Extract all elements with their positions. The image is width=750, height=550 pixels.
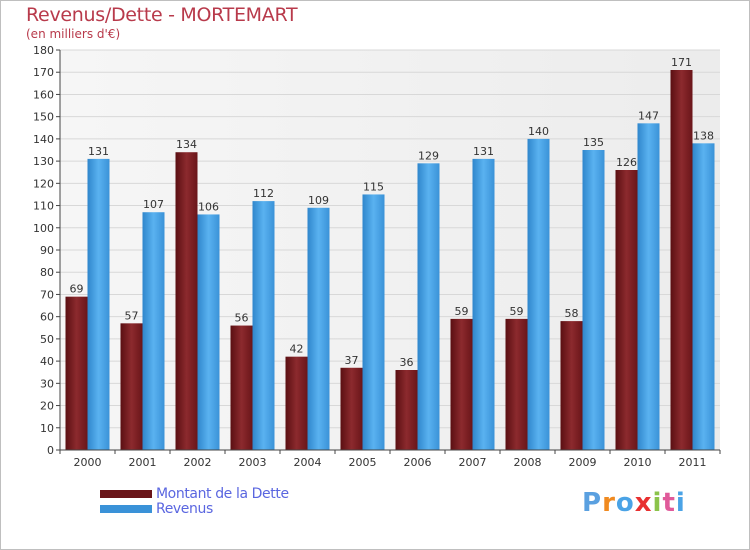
- bar-revenus: [307, 207, 330, 450]
- legend-label-revenus: Revenus: [156, 500, 213, 517]
- data-label-dette: 37: [345, 354, 359, 367]
- x-tick-label: 2006: [404, 456, 432, 469]
- bar-revenus: [252, 201, 275, 450]
- y-tick-label: 140: [33, 133, 54, 146]
- legend-item-dette: Montant de la Dette: [100, 485, 289, 502]
- data-label-revenus: 131: [88, 145, 109, 158]
- y-tick-label: 40: [40, 355, 54, 368]
- bar-dette: [120, 323, 143, 450]
- data-label-dette: 59: [455, 305, 469, 318]
- bar-dette: [395, 370, 418, 450]
- data-label-revenus: 135: [583, 136, 604, 149]
- bar-revenus: [362, 194, 385, 450]
- legend-swatch-dette: [100, 489, 152, 498]
- data-label-revenus: 140: [528, 125, 549, 138]
- bar-revenus: [582, 150, 605, 450]
- data-label-revenus: 109: [308, 194, 329, 207]
- data-label-revenus: 129: [418, 149, 439, 162]
- data-label-dette: 126: [616, 156, 637, 169]
- x-tick-label: 2000: [74, 456, 102, 469]
- logo-letter: i: [652, 488, 663, 518]
- bar-dette: [175, 152, 198, 450]
- logo-letter: o: [615, 488, 635, 518]
- y-tick-label: 90: [40, 244, 54, 257]
- y-tick-label: 0: [47, 444, 54, 457]
- x-tick-label: 2010: [624, 456, 652, 469]
- y-tick-label: 160: [33, 88, 54, 101]
- y-tick-label: 70: [40, 288, 54, 301]
- bar-dette: [670, 70, 693, 450]
- data-label-dette: 42: [290, 343, 304, 356]
- logo-letter: i: [675, 488, 686, 518]
- legend-item-revenus: Revenus: [100, 500, 289, 517]
- y-tick-label: 180: [33, 44, 54, 57]
- bar-revenus: [692, 143, 715, 451]
- bar-dette: [65, 296, 88, 450]
- y-tick-label: 100: [33, 222, 54, 235]
- data-label-dette: 36: [400, 356, 414, 369]
- x-tick-label: 2007: [459, 456, 487, 469]
- y-tick-label: 10: [40, 422, 54, 435]
- bar-dette: [340, 367, 363, 450]
- x-tick-label: 2003: [239, 456, 267, 469]
- y-tick-label: 20: [40, 400, 54, 413]
- proxiti-logo: Proxiti: [582, 488, 686, 518]
- bar-revenus: [87, 158, 110, 450]
- data-label-dette: 171: [671, 56, 692, 69]
- data-label-dette: 59: [510, 305, 524, 318]
- bar-dette: [285, 356, 308, 450]
- data-label-dette: 134: [176, 138, 197, 151]
- bar-dette: [450, 318, 473, 450]
- data-label-dette: 69: [70, 283, 84, 296]
- data-label-revenus: 138: [693, 129, 714, 142]
- bar-revenus: [417, 163, 440, 451]
- bar-dette: [230, 325, 253, 450]
- x-tick-label: 2002: [184, 456, 212, 469]
- y-tick-label: 30: [40, 377, 54, 390]
- x-tick-label: 2008: [514, 456, 542, 469]
- data-label-dette: 56: [235, 312, 249, 325]
- data-label-revenus: 106: [198, 200, 219, 213]
- data-label-dette: 57: [125, 309, 139, 322]
- data-label-revenus: 147: [638, 109, 659, 122]
- y-tick-label: 60: [40, 311, 54, 324]
- legend-swatch-revenus: [100, 504, 152, 513]
- data-label-revenus: 115: [363, 180, 384, 193]
- y-tick-label: 130: [33, 155, 54, 168]
- x-tick-label: 2005: [349, 456, 377, 469]
- logo-letter: t: [662, 488, 676, 518]
- logo-letter: P: [582, 488, 603, 518]
- x-tick-label: 2004: [294, 456, 322, 469]
- legend-label-dette: Montant de la Dette: [156, 485, 289, 502]
- bar-revenus: [142, 212, 165, 450]
- bar-revenus: [197, 214, 220, 450]
- bar-revenus: [472, 158, 495, 450]
- bar-revenus: [527, 138, 550, 450]
- legend: Montant de la Dette Revenus: [100, 485, 289, 517]
- bar-revenus: [637, 123, 660, 450]
- data-label-revenus: 107: [143, 198, 164, 211]
- bar-dette: [560, 321, 583, 450]
- y-tick-label: 120: [33, 177, 54, 190]
- y-tick-label: 150: [33, 111, 54, 124]
- chart-title: Revenus/Dette - MORTEMART: [26, 4, 298, 26]
- chart-subtitle: (en milliers d'€): [26, 27, 121, 41]
- data-label-revenus: 131: [473, 145, 494, 158]
- x-tick-label: 2011: [679, 456, 707, 469]
- y-tick-label: 170: [33, 66, 54, 79]
- data-label-dette: 58: [565, 307, 579, 320]
- x-tick-label: 2001: [129, 456, 157, 469]
- data-label-revenus: 112: [253, 187, 274, 200]
- logo-letter: r: [602, 488, 616, 518]
- y-tick-label: 50: [40, 333, 54, 346]
- y-tick-label: 110: [33, 200, 54, 213]
- x-tick-label: 2009: [569, 456, 597, 469]
- bar-dette: [615, 170, 638, 450]
- y-tick-label: 80: [40, 266, 54, 279]
- logo-letter: x: [634, 488, 653, 518]
- bar-dette: [505, 318, 528, 450]
